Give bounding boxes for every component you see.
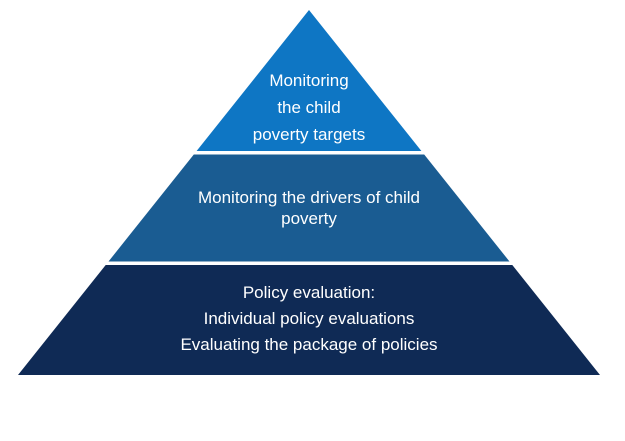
tier-bottom-label: Policy evaluation: Individual policy eva… [180,283,437,354]
tier-middle-label-line-2: poverty [281,209,337,228]
tier-top-label-line-3: poverty targets [253,125,365,144]
pyramid-tier-top [196,10,422,151]
pyramid-labels: Monitoring the child poverty targets Mon… [180,71,437,354]
pyramid-tier-bottom [18,265,600,375]
tier-top-label: Monitoring the child poverty targets [253,71,365,144]
tier-bottom-label-line-3: Evaluating the package of policies [180,335,437,354]
tier-bottom-label-line-2: Individual policy evaluations [204,309,415,328]
tier-bottom-label-line-1: Policy evaluation: [243,283,375,302]
tier-top-label-line-1: Monitoring [269,71,348,90]
tier-top-label-line-2: the child [277,98,340,117]
pyramid-tier-middle [108,154,510,262]
tier-middle-label-line-1: Monitoring the drivers of child [198,188,420,207]
tier-middle-label: Monitoring the drivers of child poverty [198,188,420,228]
